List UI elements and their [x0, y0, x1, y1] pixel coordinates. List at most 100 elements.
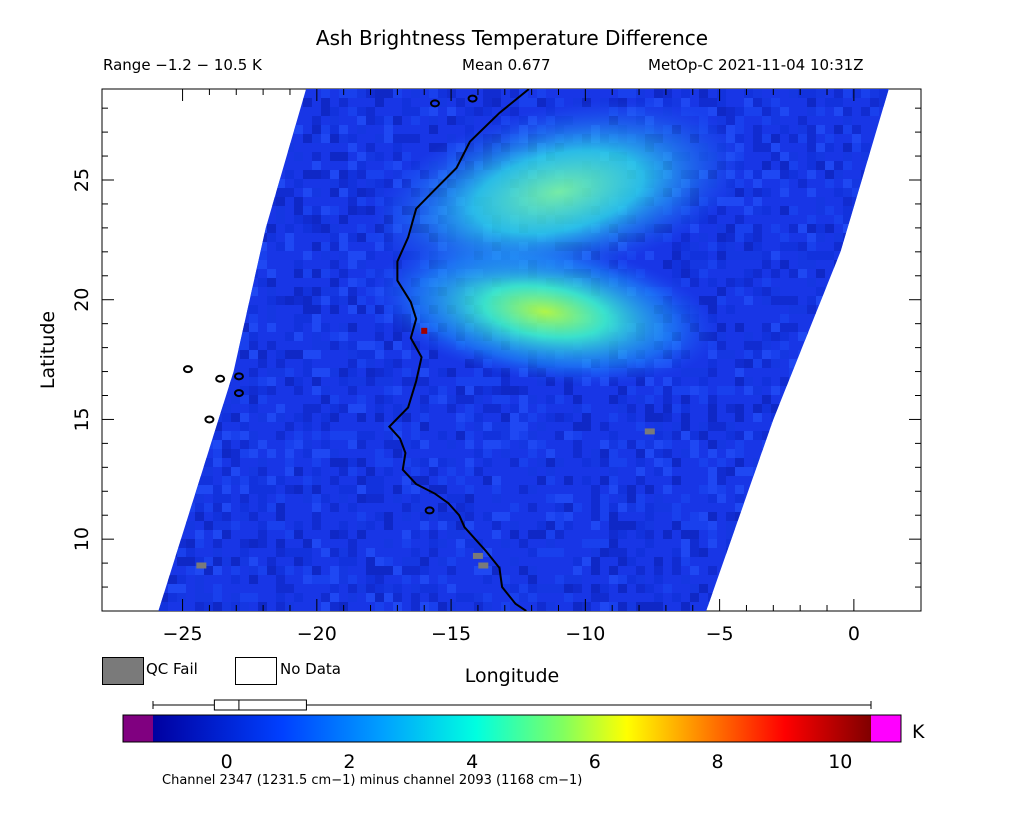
swath-pixel [762, 341, 771, 350]
swath-pixel [519, 395, 528, 404]
swath-pixel [303, 251, 312, 260]
swath-pixel [735, 413, 744, 422]
swath-pixel [834, 161, 843, 170]
swath-pixel [312, 296, 321, 305]
swath-pixel [249, 377, 258, 386]
swath-pixel [222, 440, 231, 449]
swath-pixel [537, 476, 546, 485]
swath-pixel [456, 593, 465, 602]
swath-pixel [267, 323, 276, 332]
swath-pixel [231, 557, 240, 566]
swath-pixel [618, 386, 627, 395]
swath-pixel [528, 467, 537, 476]
swath-pixel [807, 125, 816, 134]
swath-pixel [357, 404, 366, 413]
swath-pixel [492, 116, 501, 125]
swath-pixel [654, 458, 663, 467]
swath-pixel [681, 449, 690, 458]
swath-pixel [699, 89, 708, 98]
swath-pixel [600, 512, 609, 521]
swath-pixel [699, 521, 708, 530]
swath-pixel [843, 152, 852, 161]
swath-pixel [312, 503, 321, 512]
swath-pixel [285, 548, 294, 557]
swath-pixel [330, 404, 339, 413]
swath-pixel [402, 575, 411, 584]
swath-pixel [762, 260, 771, 269]
swath-pixel [465, 494, 474, 503]
swath-pixel [204, 521, 213, 530]
swath-pixel [807, 305, 816, 314]
swath-pixel [195, 476, 204, 485]
qc-fail-swatch [102, 657, 144, 685]
swath-pixel [420, 584, 429, 593]
swath-pixel [267, 476, 276, 485]
swath-pixel [375, 152, 384, 161]
colorbar-tick-label: 0 [221, 751, 233, 773]
swath-pixel [609, 458, 618, 467]
swath-pixel [339, 269, 348, 278]
swath-pixel [825, 143, 834, 152]
swath-pixel [321, 494, 330, 503]
swath-pixel [249, 440, 258, 449]
swath-pixel [429, 593, 438, 602]
swath-pixel [753, 458, 762, 467]
swath-pixel [474, 386, 483, 395]
swath-pixel [591, 566, 600, 575]
swath-pixel [483, 107, 492, 116]
swath-pixel [375, 188, 384, 197]
swath-pixel [195, 557, 204, 566]
swath-pixel [753, 89, 762, 98]
swath-pixel [717, 224, 726, 233]
swath-pixel [339, 341, 348, 350]
swath-pixel [771, 224, 780, 233]
swath-pixel [681, 521, 690, 530]
swath-pixel [555, 413, 564, 422]
swath-pixel [762, 107, 771, 116]
swath-pixel [339, 575, 348, 584]
swath-pixel [492, 98, 501, 107]
boxplot-box [213, 699, 307, 711]
swath-pixel [402, 512, 411, 521]
swath-pixel [528, 593, 537, 602]
swath-pixel [609, 575, 618, 584]
swath-pixel [780, 377, 789, 386]
swath-pixel [375, 593, 384, 602]
swath-pixel [807, 242, 816, 251]
swath-pixel [573, 395, 582, 404]
swath-pixel [204, 458, 213, 467]
swath-pixel [861, 152, 870, 161]
swath-pixel [672, 557, 681, 566]
swath-pixel [591, 539, 600, 548]
swath-pixel [501, 602, 510, 611]
swath-pixel [303, 296, 312, 305]
swath-pixel [744, 386, 753, 395]
swath-pixel [348, 89, 357, 98]
swath-pixel [357, 440, 366, 449]
swath-pixel [294, 125, 303, 134]
swath-pixel [771, 287, 780, 296]
swath-pixel [726, 224, 735, 233]
swath-pixel [375, 350, 384, 359]
swath-pixel [564, 494, 573, 503]
swath-pixel [501, 449, 510, 458]
y-axis-ticks: 10 15 20 25 [71, 107, 921, 588]
swath-pixel [834, 242, 843, 251]
swath-pixel [573, 575, 582, 584]
swath-pixel [276, 359, 285, 368]
swath-pixel [618, 584, 627, 593]
swath-pixel [510, 413, 519, 422]
swath-pixel [501, 431, 510, 440]
swath-pixel [609, 413, 618, 422]
swath-pixel [618, 485, 627, 494]
swath-pixel [357, 188, 366, 197]
swath-pixel [735, 494, 744, 503]
swath-pixel [780, 296, 789, 305]
swath-pixel [195, 575, 204, 584]
swath-pixel [474, 377, 483, 386]
swath-pixel [600, 494, 609, 503]
swath-pixel [447, 458, 456, 467]
swath-pixel [294, 269, 303, 278]
swath-pixel [762, 134, 771, 143]
swath-pixel [564, 413, 573, 422]
